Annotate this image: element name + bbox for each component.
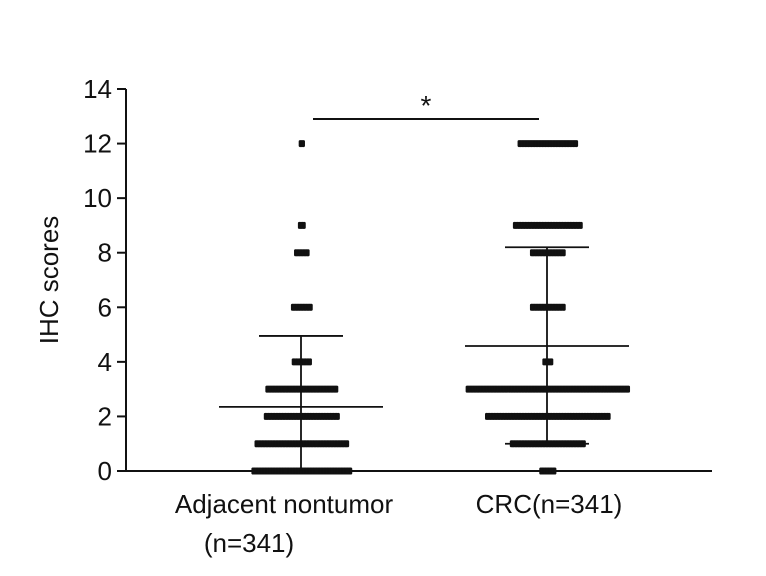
data-point [309,303,313,311]
y-tick-label: 8 [98,238,112,268]
y-axis: 0 2 4 6 8 10 12 14 [83,74,127,486]
data-point [553,467,557,475]
data-point [336,412,340,420]
summary-bars [219,246,629,471]
y-axis-title: IHC scores [34,216,64,345]
data-point [308,358,312,366]
y-ticks: 0 2 4 6 8 10 12 14 [83,74,126,486]
data-point [626,385,631,393]
data-point [306,249,310,257]
y-tick-label: 2 [98,401,112,431]
data-point [562,303,566,311]
y-tick-label: 14 [83,74,112,104]
category-label-adjacent: Adjacent nontumor [175,489,394,519]
data-point [335,385,339,393]
data-points [251,140,631,475]
category-label-crc: CRC(n=341) [476,489,623,519]
y-tick-label: 4 [98,347,112,377]
data-point [579,221,583,229]
y-tick-label: 10 [83,183,112,213]
category-labels: Adjacent nontumor (n=341) CRC(n=341) [175,489,622,558]
significance-annotation: * [313,90,539,121]
data-point [345,440,350,448]
y-tick-label: 12 [83,129,112,159]
data-point [349,467,353,475]
data-point [574,140,579,148]
data-point [301,140,305,148]
data-point [302,221,306,229]
data-point [562,249,566,257]
y-tick-label: 0 [98,456,112,486]
category-label-adjacent-n: (n=341) [204,528,294,558]
data-point [550,358,554,366]
significance-star: * [421,90,432,121]
data-point [607,412,611,420]
y-tick-label: 6 [98,292,112,322]
